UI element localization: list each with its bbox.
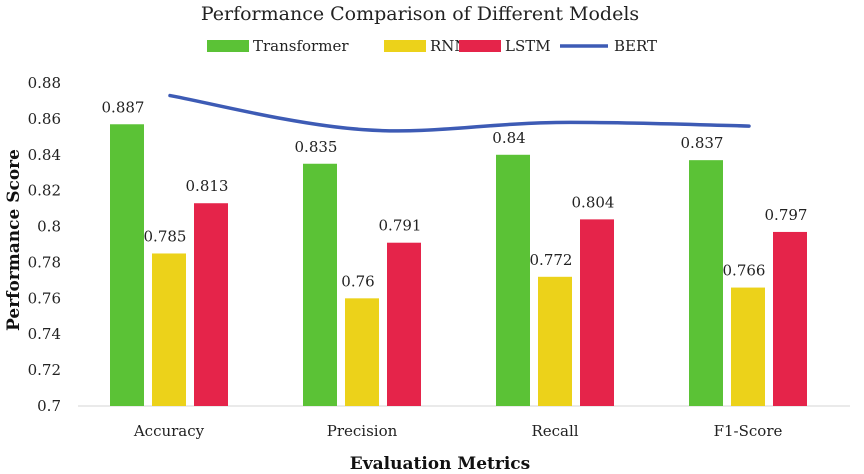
data-label-lstm-f1-score: 0.797	[765, 206, 808, 224]
y-tick-label: 0.8	[37, 218, 61, 236]
line-bert	[168, 93, 751, 133]
legend-label-rnn: RNN	[430, 37, 468, 55]
bar-rnn-f1-score	[731, 287, 765, 406]
y-tick-label: 0.72	[28, 361, 61, 379]
x-axis-title: Evaluation Metrics	[350, 454, 530, 474]
y-axis-title: Performance Score	[4, 149, 24, 331]
y-tick-label: 0.78	[28, 253, 61, 271]
data-label-transformer-precision: 0.835	[295, 138, 338, 156]
data-label-transformer-accuracy: 0.887	[102, 98, 145, 116]
category-label-accuracy: Accuracy	[133, 422, 205, 440]
y-tick-label: 0.86	[28, 110, 61, 128]
legend-swatch-transformer	[207, 40, 249, 52]
data-label-rnn-recall: 0.772	[530, 251, 573, 269]
bar-lstm-f1-score	[773, 231, 807, 406]
y-tick-label: 0.84	[28, 146, 61, 164]
bar-lstm-accuracy	[194, 203, 228, 406]
legend-label-transformer: Transformer	[253, 37, 349, 55]
bar-rnn-precision	[345, 298, 379, 406]
bar-group	[110, 124, 807, 407]
y-tick-label: 0.7	[37, 397, 61, 415]
category-label-f1-score: F1-Score	[714, 422, 783, 440]
y-tick-label: 0.82	[28, 182, 61, 200]
bar-transformer-recall	[496, 154, 530, 406]
bert-line-layer	[168, 93, 751, 133]
data-label-transformer-f1-score: 0.837	[681, 134, 724, 152]
y-tick-label: 0.74	[28, 325, 61, 343]
bar-lstm-precision	[387, 242, 421, 406]
category-labels: Accuracy Precision Recall F1-Score	[133, 422, 783, 440]
y-tick-label: 0.88	[28, 74, 61, 92]
bar-rnn-recall	[538, 276, 572, 406]
data-label-rnn-f1-score: 0.766	[723, 262, 766, 280]
bar-lstm-recall	[580, 219, 614, 406]
chart-title: Performance Comparison of Different Mode…	[201, 3, 639, 25]
data-label-lstm-accuracy: 0.813	[186, 177, 229, 195]
bar-transformer-accuracy	[110, 124, 144, 407]
y-axis-ticks: 0.7 0.72 0.74 0.76 0.78 0.8 0.82 0.84 0.86 0.88	[28, 74, 61, 415]
legend: Transformer RNN LSTM BERT	[207, 37, 657, 55]
legend-label-bert: BERT	[614, 37, 657, 55]
bar-transformer-f1-score	[689, 160, 723, 406]
legend-label-lstm: LSTM	[505, 37, 551, 55]
data-label-transformer-recall: 0.84	[492, 129, 525, 147]
legend-swatch-lstm	[459, 40, 501, 52]
data-label-rnn-precision: 0.76	[341, 272, 374, 290]
y-tick-label: 0.76	[28, 289, 61, 307]
category-label-recall: Recall	[531, 422, 578, 440]
data-label-lstm-precision: 0.791	[379, 217, 422, 235]
bar-transformer-precision	[303, 163, 337, 406]
data-label-rnn-accuracy: 0.785	[144, 227, 187, 245]
data-labels: 0.887 0.785 0.813 0.835 0.76 0.791 0.84 0.772 0.…	[102, 98, 808, 290]
bar-rnn-accuracy	[152, 253, 186, 406]
legend-swatch-rnn	[384, 40, 426, 52]
category-label-precision: Precision	[327, 422, 398, 440]
data-label-lstm-recall: 0.804	[572, 193, 615, 211]
